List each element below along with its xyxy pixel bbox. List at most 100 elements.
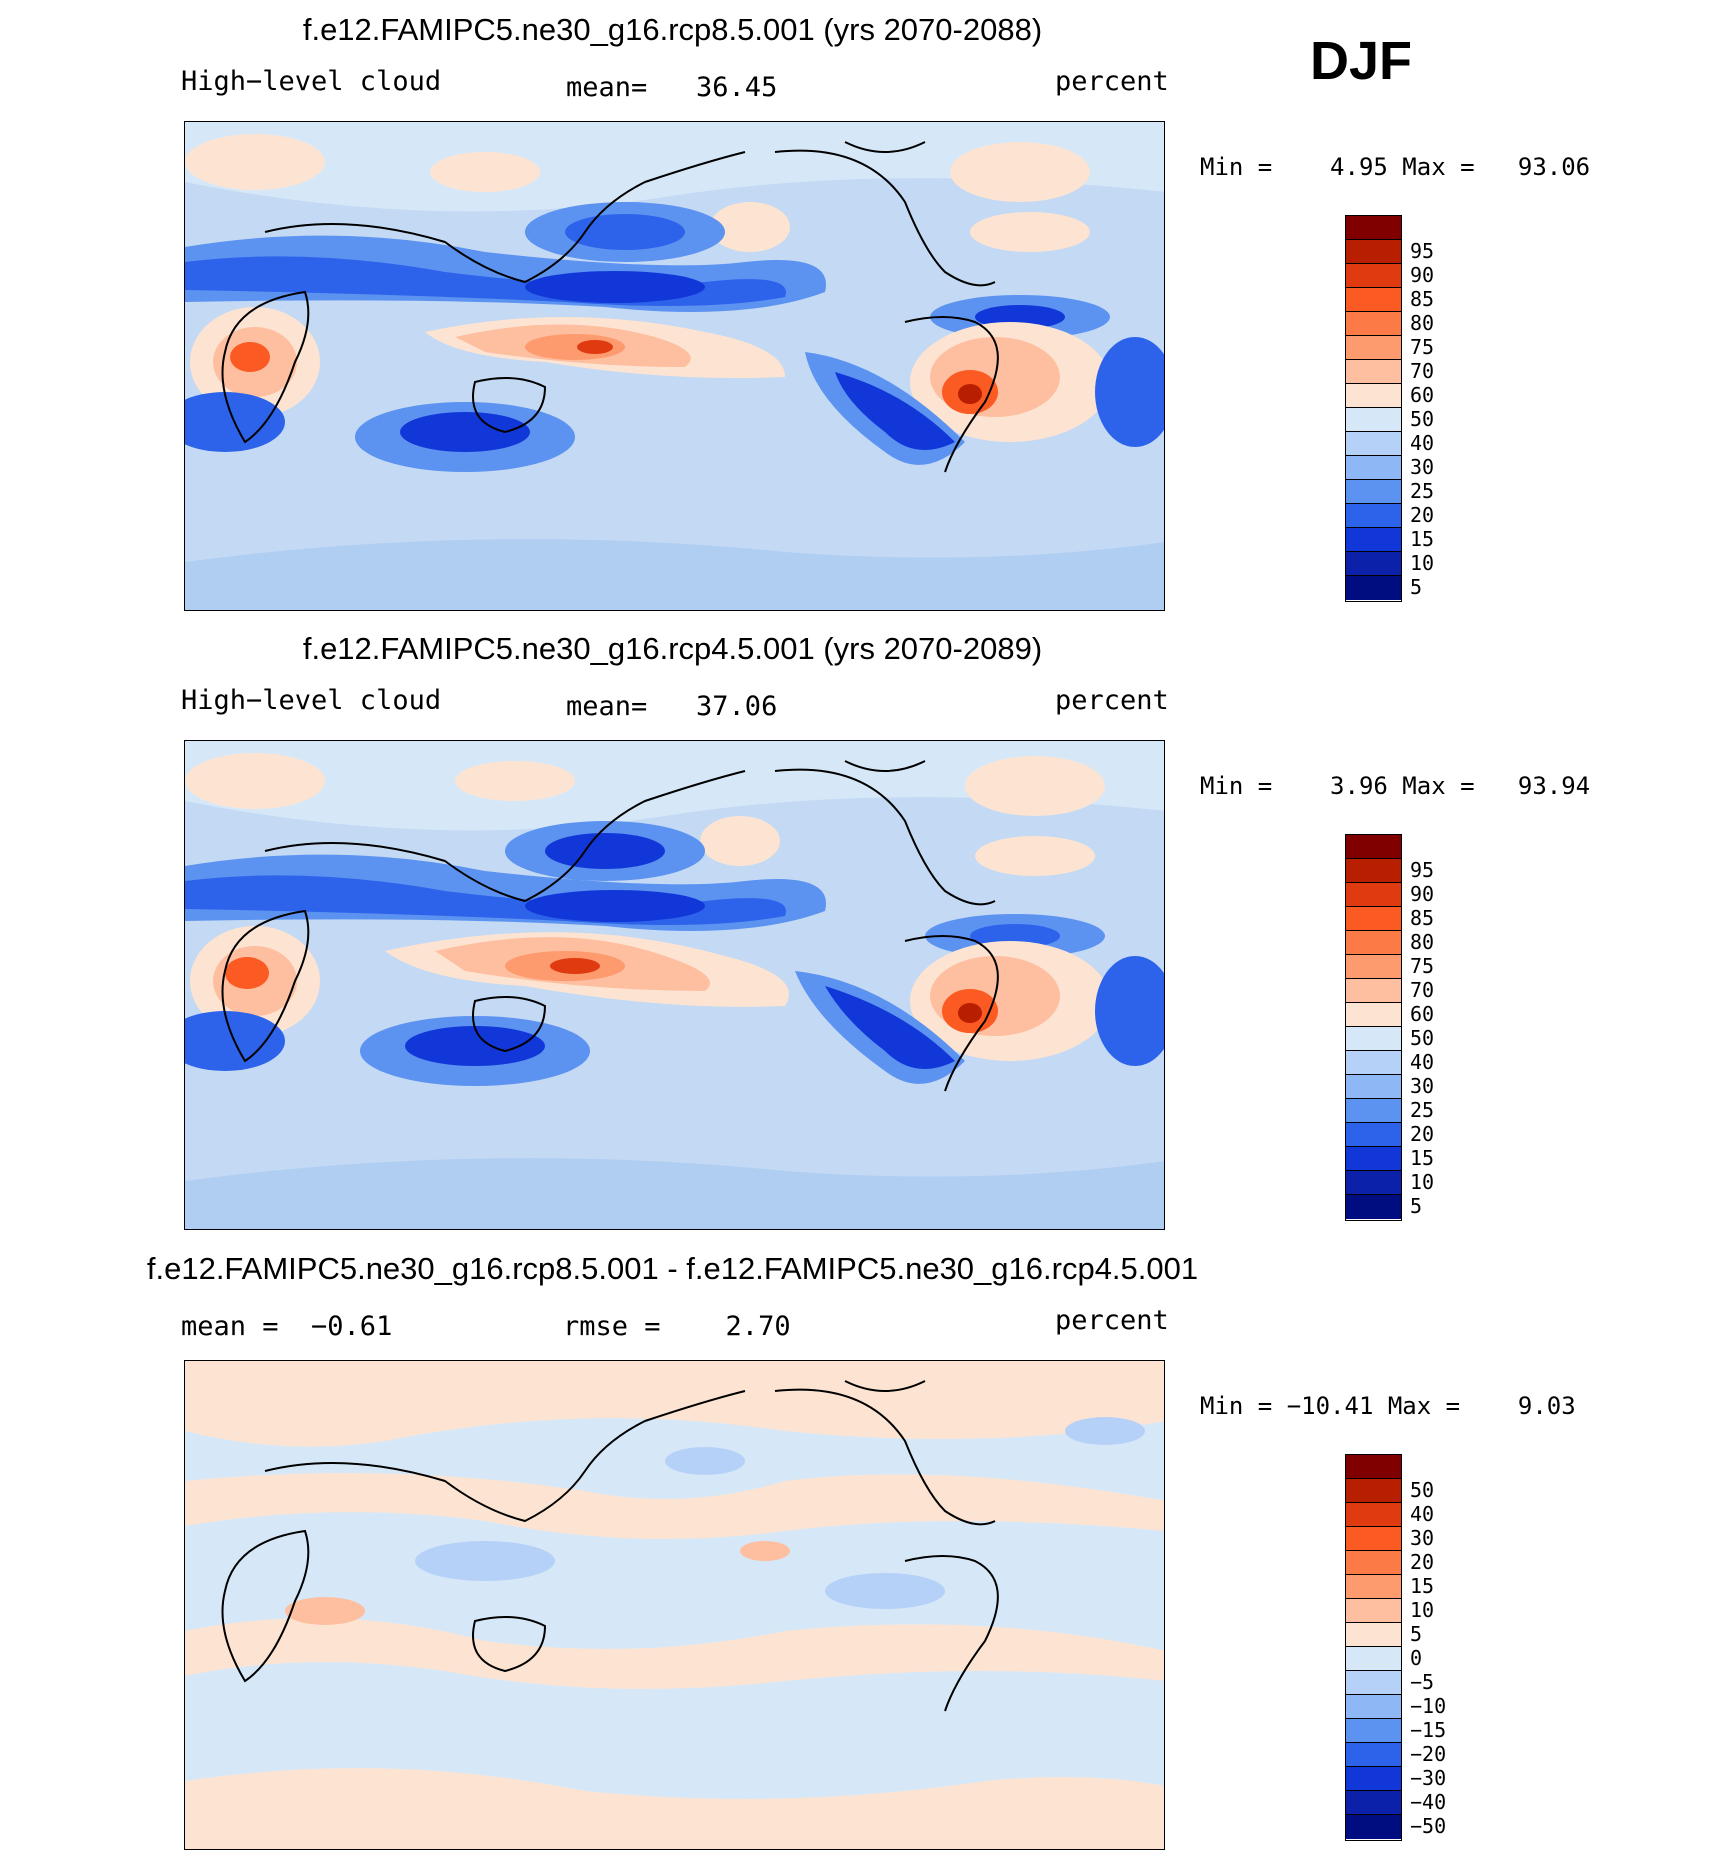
colorbar-swatch: [1346, 1099, 1401, 1123]
units-label: percent: [1055, 1305, 1169, 1336]
min-max-label: Min = 4.95 Max = 93.06: [1200, 153, 1591, 181]
colorbar-swatch: [1346, 1123, 1401, 1147]
panel-title: f.e12.FAMIPC5.ne30_g16.rcp8.5.001 (yrs 2…: [302, 12, 1043, 47]
colorbar-tick-label: 90: [1410, 263, 1435, 287]
colorbar-tick-label: −10: [1410, 1694, 1447, 1718]
colorbar-swatch: [1346, 1791, 1401, 1815]
colorbar-swatch: [1346, 1551, 1401, 1575]
colorbar-swatch: [1346, 1147, 1401, 1171]
colorbar-swatch: [1346, 240, 1401, 264]
colorbar-swatch: [1346, 1695, 1401, 1719]
colorbar-tick-label: 20: [1410, 1550, 1435, 1574]
colorbar-tick-label: 75: [1410, 335, 1435, 359]
colorbar-swatch: [1346, 432, 1401, 456]
colorbar-swatch: [1346, 859, 1401, 883]
colorbar-swatch: [1346, 264, 1401, 288]
colorbar-tick-label: 5: [1410, 575, 1423, 599]
colorbar-tick-label: 40: [1410, 431, 1435, 455]
colorbar-tick-label: 85: [1410, 906, 1435, 930]
colorbar-tick-label: 70: [1410, 359, 1435, 383]
colorbar-swatch: [1346, 336, 1401, 360]
colorbar-swatch: [1346, 216, 1401, 240]
colorbar-tick-label: 15: [1410, 1574, 1435, 1598]
colorbar-tick-label: −5: [1410, 1670, 1435, 1694]
colorbar-swatch: [1346, 835, 1401, 859]
colorbar-tick-label: 95: [1410, 239, 1435, 263]
colorbar-swatch: [1346, 1027, 1401, 1051]
colorbar-tick-label: 75: [1410, 954, 1435, 978]
colorbar-tick-label: 20: [1410, 503, 1435, 527]
colorbar-tick-label: 70: [1410, 978, 1435, 1002]
mean-label: mean = −0.61: [181, 1311, 393, 1342]
colorbar-tick-label: 95: [1410, 858, 1435, 882]
colorbar-swatch: [1346, 408, 1401, 432]
colorbar-swatch: [1346, 1599, 1401, 1623]
colorbar-swatch: [1346, 528, 1401, 552]
colorbar-swatch: [1346, 1671, 1401, 1695]
colorbar-swatch: [1346, 1003, 1401, 1027]
colorbar-swatch: [1346, 360, 1401, 384]
colorbar-swatch: [1346, 1527, 1401, 1551]
colorbar-tick-label: −40: [1410, 1790, 1447, 1814]
colorbar-swatch: [1346, 931, 1401, 955]
colorbar-tick-label: 30: [1410, 455, 1435, 479]
colorbar-swatch: [1346, 576, 1401, 600]
colorbar-tick-label: 85: [1410, 287, 1435, 311]
units-label: percent: [1055, 685, 1169, 716]
contour-map: [184, 121, 1165, 611]
colorbar-swatch: [1346, 312, 1401, 336]
variable-label: High−level cloud: [181, 685, 442, 716]
variable-label: High−level cloud: [181, 66, 442, 97]
contour-map: [184, 740, 1165, 1230]
season-label: DJF: [1310, 31, 1413, 91]
mean-label: mean= 36.45: [566, 72, 778, 103]
rmse-label: rmse = 2.70: [563, 1311, 791, 1342]
colorbar-swatch: [1346, 1767, 1401, 1791]
map-canvas: [185, 122, 1164, 610]
colorbar-tick-label: 30: [1410, 1526, 1435, 1550]
colorbar-swatch: [1346, 456, 1401, 480]
colorbar-tick-label: 5: [1410, 1194, 1423, 1218]
map-canvas: [185, 741, 1164, 1229]
colorbar-swatch: [1346, 1479, 1401, 1503]
colorbar-swatch: [1346, 1075, 1401, 1099]
colorbar-tick-label: 15: [1410, 1146, 1435, 1170]
colorbar-swatch: [1346, 883, 1401, 907]
colorbar-swatch: [1346, 1743, 1401, 1767]
colorbar-swatch: [1346, 907, 1401, 931]
colorbar-tick-label: 0: [1410, 1646, 1423, 1670]
contour-map: [184, 1360, 1165, 1850]
colorbar-swatch: [1346, 288, 1401, 312]
colorbar-swatch: [1346, 552, 1401, 576]
colorbar-tick-label: −20: [1410, 1742, 1447, 1766]
colorbar-swatch: [1346, 1455, 1401, 1479]
min-max-label: Min = −10.41 Max = 9.03: [1200, 1392, 1576, 1420]
colorbar-tick-label: 60: [1410, 383, 1435, 407]
colorbar-tick-label: −30: [1410, 1766, 1447, 1790]
map-canvas: [185, 1361, 1164, 1849]
colorbar-tick-label: 40: [1410, 1050, 1435, 1074]
colorbar-swatch: [1346, 1623, 1401, 1647]
colorbar-swatch: [1346, 1195, 1401, 1219]
colorbar-swatch: [1346, 384, 1401, 408]
colorbar-tick-label: 5: [1410, 1622, 1423, 1646]
colorbar-swatch: [1346, 504, 1401, 528]
colorbar-tick-label: 60: [1410, 1002, 1435, 1026]
colorbar: [1345, 1454, 1402, 1841]
colorbar-tick-label: 20: [1410, 1122, 1435, 1146]
colorbar-swatch: [1346, 1647, 1401, 1671]
colorbar-swatch: [1346, 955, 1401, 979]
panel-title: f.e12.FAMIPC5.ne30_g16.rcp8.5.001 - f.e1…: [146, 1251, 1199, 1286]
colorbar-swatch: [1346, 1051, 1401, 1075]
min-max-label: Min = 3.96 Max = 93.94: [1200, 772, 1591, 800]
panel-title: f.e12.FAMIPC5.ne30_g16.rcp4.5.001 (yrs 2…: [302, 631, 1043, 666]
colorbar-swatch: [1346, 1575, 1401, 1599]
colorbar-swatch: [1346, 1503, 1401, 1527]
colorbar-tick-label: 30: [1410, 1074, 1435, 1098]
colorbar-tick-label: 50: [1410, 1026, 1435, 1050]
colorbar-tick-label: −15: [1410, 1718, 1447, 1742]
colorbar-tick-label: 80: [1410, 311, 1435, 335]
colorbar-tick-label: 10: [1410, 1598, 1435, 1622]
colorbar-tick-label: 25: [1410, 479, 1435, 503]
colorbar-swatch: [1346, 1171, 1401, 1195]
